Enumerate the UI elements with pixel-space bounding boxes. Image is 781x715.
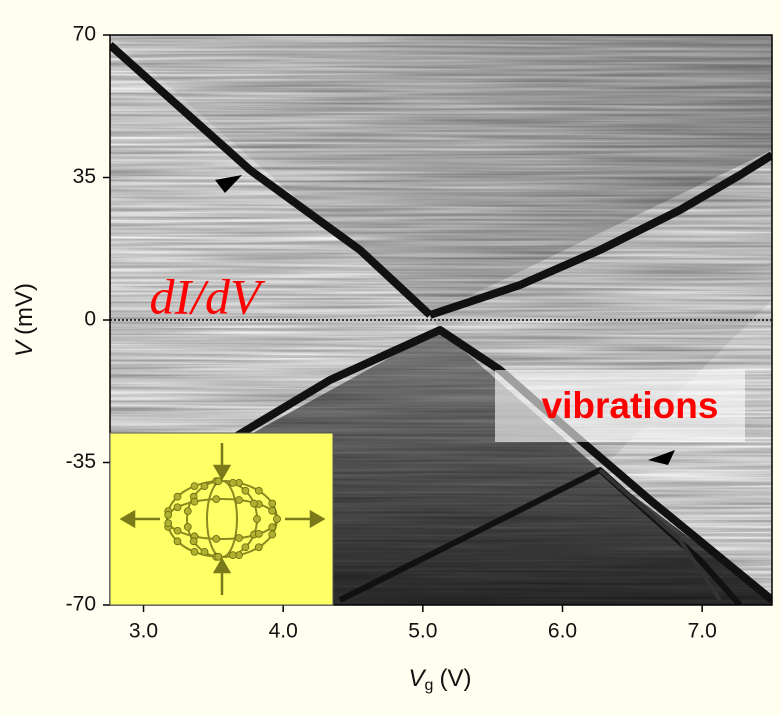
atom bbox=[200, 482, 209, 490]
label-backdrop bbox=[495, 370, 745, 442]
atom bbox=[228, 551, 237, 560]
arrowhead bbox=[215, 175, 242, 193]
annotation: dI/dV bbox=[149, 268, 266, 324]
atom bbox=[254, 486, 263, 495]
atom bbox=[268, 523, 277, 532]
atom bbox=[235, 534, 243, 542]
feature-line bbox=[428, 151, 772, 319]
atom bbox=[164, 510, 173, 519]
y-tick-label: -35 bbox=[66, 450, 96, 473]
atom bbox=[214, 477, 223, 486]
atom bbox=[241, 543, 250, 552]
atom bbox=[212, 534, 221, 543]
atom bbox=[228, 478, 237, 487]
atom bbox=[254, 543, 263, 552]
atom bbox=[268, 530, 277, 539]
atom bbox=[253, 515, 261, 523]
x-tick-label: 4.0 bbox=[269, 620, 298, 643]
atom bbox=[173, 503, 182, 512]
feature-line bbox=[598, 468, 722, 602]
y-tick-label: 35 bbox=[73, 165, 96, 188]
dIdV-map bbox=[110, 35, 772, 605]
atom bbox=[250, 499, 258, 508]
atom bbox=[268, 499, 277, 508]
atom bbox=[254, 529, 263, 538]
atom bbox=[241, 486, 250, 495]
feature-line bbox=[110, 42, 433, 318]
atom bbox=[164, 519, 173, 528]
atom bbox=[214, 552, 223, 561]
atom bbox=[189, 537, 198, 546]
x-tick-label: 6.0 bbox=[548, 620, 577, 643]
atom bbox=[190, 497, 199, 506]
x-tick-label: 7.0 bbox=[688, 620, 717, 643]
arrowhead bbox=[648, 450, 675, 465]
y-tick-label: 0 bbox=[84, 308, 96, 331]
atom bbox=[183, 523, 192, 531]
inset-arrows bbox=[119, 443, 326, 595]
x-tick-label: 5.0 bbox=[408, 620, 437, 643]
inset bbox=[109, 432, 334, 606]
atom bbox=[268, 506, 277, 515]
axes: -70 -35 0 35 70 3.0 4.0 5.0 6.0 7.0 bbox=[66, 23, 772, 643]
x-tick-label: 3.0 bbox=[129, 620, 158, 643]
y-tick-label: 70 bbox=[73, 23, 96, 46]
y-tick-label: -70 bbox=[66, 593, 96, 616]
atom bbox=[273, 515, 281, 523]
atom bbox=[183, 507, 192, 515]
annotation: vibrations bbox=[542, 385, 719, 426]
atom bbox=[173, 537, 182, 546]
atom bbox=[190, 482, 199, 490]
y-axis-label: V(mV) bbox=[11, 283, 38, 357]
x-axis-label: Vg (V) bbox=[409, 665, 472, 694]
atom bbox=[173, 526, 182, 535]
atom bbox=[190, 548, 199, 556]
atom bbox=[173, 492, 182, 501]
atom bbox=[212, 495, 221, 504]
molecule bbox=[164, 477, 281, 561]
atom bbox=[235, 496, 243, 504]
atom bbox=[200, 548, 209, 556]
